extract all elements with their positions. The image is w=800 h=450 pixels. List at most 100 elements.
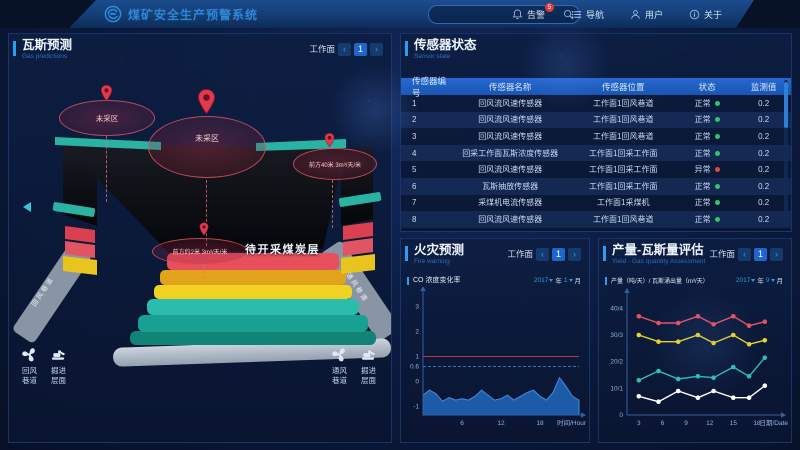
scene-legend-left: 回风 巷道 掘进 层面 [21,346,67,386]
nav-item-navigation[interactable]: 导航 [571,8,604,21]
search-input[interactable] [429,10,563,19]
status-dot-icon [714,150,720,156]
column-header: 传感器编号 [412,75,447,98]
nav-item-about[interactable]: 关于 [689,8,722,21]
cell-sensor-location: 工作面1回采工作面 [589,148,658,158]
nav-label: 用户 [644,9,663,20]
scrollbar-thumb[interactable] [784,82,788,128]
data-point-yellow [746,342,752,347]
x-axis-tick: 12 [706,420,714,427]
chevron-down-icon [770,278,775,282]
status-text: 正常 [694,198,711,208]
status-text: 正常 [694,148,711,158]
panel-title: 产量-瓦斯量评估 [612,243,704,257]
x-axis-tick: 18 [536,420,544,427]
status-text: 正常 [694,214,711,224]
data-point-yellow [656,339,661,344]
sensor-table-body: 1 回风流风速传感器 工作面1回风巷道 正常 0.2 2 回风流风速传感器 工作面1回风巷道正… [401,95,791,228]
user-icon [631,9,640,19]
data-point-teal [711,375,716,380]
data-point-red [695,314,701,319]
cell-value: 0.2 [758,165,770,175]
status-text: 正常 [694,181,711,191]
status-text: 异常 [694,165,711,175]
cell-value: 0.2 [758,98,770,108]
pager-next-button[interactable]: › [370,42,383,56]
nav-item-alerts[interactable]: 告警 5 [512,2,554,21]
pager-next-button[interactable]: › [568,247,581,261]
panel-header: 火灾预测 Fire warning 工作面 ‹ 1 › [401,239,589,269]
pager-prev-button[interactable]: ‹ [738,247,751,261]
accent-bar [605,277,607,285]
pager-page: 1 [354,42,367,56]
data-point-teal [636,378,642,383]
data-point-red [762,319,768,324]
gas-annotation-label: 前方40米 3m³/天/米 [308,162,361,169]
y-axis-tick: 0 [619,412,623,419]
line-series-yellow [638,334,765,346]
search-icon[interactable] [563,9,574,20]
chart-label: CO 浓度变化率 [413,277,461,284]
pin-dash-line [106,136,107,202]
x-axis-tick: 3 [637,420,641,427]
table-row: 2 回风流风速传感器 工作面1回风巷道 正常 0.2 [401,111,791,129]
coal-seam-label: 待开采煤炭层 [245,244,320,256]
pager-prev-button[interactable]: ‹ [536,247,549,261]
cell-sensor-id: 6 [412,181,417,191]
x-axis-tick: 15 [730,420,738,427]
chevron-down-icon [568,278,573,282]
accent-bar [405,41,408,56]
x-axis-label: 时间/Hour [557,418,587,427]
legend-label: 回风 巷道 [22,366,37,385]
cell-sensor-id: 7 [412,198,417,208]
location-pin-icon [100,84,113,102]
status-dot-icon [714,117,720,123]
pager-prev-button[interactable]: ‹ [338,42,351,56]
y-axis-tick: 2 [415,329,419,336]
info-icon [689,9,700,19]
cell-sensor-id: 4 [412,148,417,158]
year-select[interactable]: 2017 [534,277,554,284]
accent-bar [405,246,408,261]
data-point-yellow [695,332,701,338]
gas-prediction-panel: 瓦斯预测 Gas predictions 工作面 ‹ 1 › [8,33,392,443]
location-pin-icon [199,222,209,236]
cell-value: 0.2 [758,181,770,191]
table-row: 5 回风流风速传感器 工作面1回采工作面 异常 0.2 [401,161,791,178]
month-select[interactable]: 9 [766,277,775,284]
column-header: 监测值 [750,81,777,92]
panel-title: 传感器状态 [414,38,477,52]
month-select[interactable]: 1 [564,277,573,284]
chart-label-row: 产量（吨/天）/ 瓦斯涌出量（m³/天） 2017 年 9 月 [599,269,791,285]
data-point-white [695,395,701,400]
pager-page: 1 [552,247,565,261]
pager-next-button[interactable]: › [770,247,783,261]
legend-item: 回风 巷道 [21,346,38,386]
data-point-white [636,394,642,399]
search-box[interactable] [428,5,580,24]
accent-bar [13,41,16,56]
line-series-teal [638,357,766,381]
cell-status: 正常 [678,181,737,192]
y-axis-tick: 30/3 [610,332,623,339]
gas-annotation-label: 前方约2米 3m³/天/米 [172,250,228,256]
sensor-table-header: 传感器编号 传感器名称 传感器位置 状态 监测值 [401,76,791,98]
data-point-yellow [636,332,642,338]
cell-value: 0.2 [758,115,770,125]
year-select[interactable]: 2017 [736,277,756,284]
y-axis-tick: 3 [415,304,419,311]
line-series-white [638,385,766,403]
fan-icon [332,348,345,362]
chart-label-row: CO 浓度变化率 2017 年 1 月 [401,269,589,285]
x-axis-tick: 6 [661,420,665,427]
nav-item-user[interactable]: 用户 [630,8,663,21]
cell-sensor-location: 工作面1回风巷道 [593,131,654,141]
workface-label: 工作面 [309,44,335,54]
excavator-icon [51,350,65,360]
panel-subtitle: Gas predictions [22,52,68,60]
cell-status: 正常 [678,148,737,159]
status-text: 正常 [694,131,711,141]
panel-header: 瓦斯预测 Gas predictions 工作面 ‹ 1 › [9,34,391,64]
x-axis-label: 日期/Date [759,419,788,427]
